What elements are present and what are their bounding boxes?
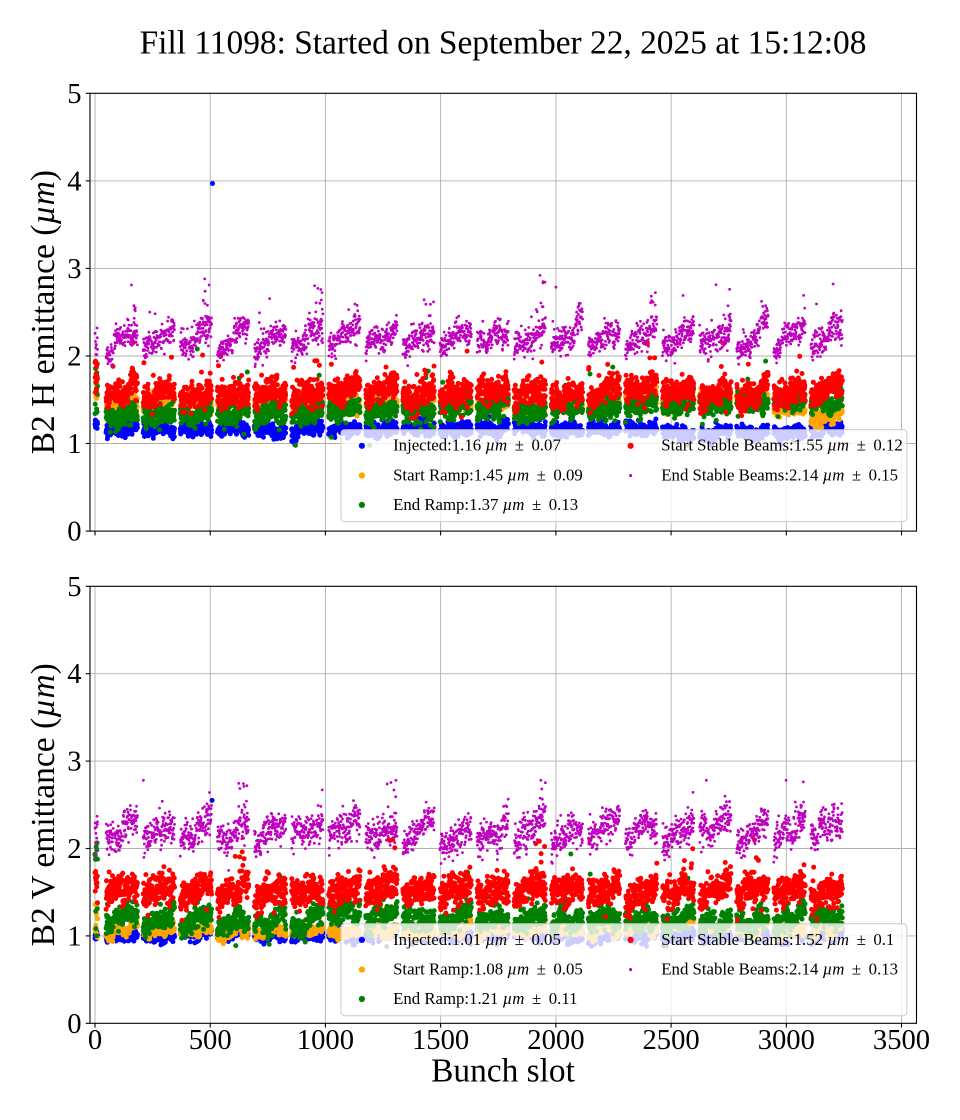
svg-text:B2 H emittance (µm): B2 H emittance (µm): [25, 170, 62, 454]
svg-text:4: 4: [67, 659, 81, 690]
svg-text:3: 3: [67, 747, 81, 778]
svg-text:Injected:1.01 µm ± 0.05: Injected:1.01 µm ± 0.05: [393, 930, 561, 949]
svg-text:1500: 1500: [412, 1025, 469, 1056]
svg-text:Start Stable Beams:1.52 µm ±: Start Stable Beams:1.52 µm ± 0.1: [661, 930, 894, 949]
svg-text:4: 4: [67, 166, 81, 197]
svg-text:3: 3: [67, 254, 81, 285]
svg-text:1: 1: [67, 921, 81, 952]
svg-text:Start Ramp:1.45 µm ± 0.09: Start Ramp:1.45 µm ± 0.09: [393, 465, 583, 484]
svg-text:End Ramp:1.37 µm ± 0.13: End Ramp:1.37 µm ± 0.13: [393, 495, 578, 514]
svg-text:3500: 3500: [873, 1025, 930, 1056]
svg-text:Bunch slot: Bunch slot: [431, 1052, 575, 1089]
svg-text:2000: 2000: [527, 1025, 584, 1056]
svg-text:Fill 11098: Started on Septemb: Fill 11098: Started on September 22, 202…: [140, 25, 867, 62]
svg-text:0: 0: [67, 517, 81, 548]
svg-text:500: 500: [189, 1025, 232, 1056]
svg-text:5: 5: [67, 572, 81, 603]
svg-text:B2 V emittance (µm): B2 V emittance (µm): [25, 663, 62, 946]
svg-text:1: 1: [67, 429, 81, 460]
svg-text:Injected:1.16 µm ± 0.07: Injected:1.16 µm ± 0.07: [393, 436, 561, 455]
svg-text:Start Ramp:1.08 µm ± 0.05: Start Ramp:1.08 µm ± 0.05: [393, 960, 583, 979]
svg-text:0: 0: [67, 1009, 81, 1040]
svg-text:5: 5: [67, 79, 81, 110]
svg-text:Start Stable Beams:1.55 µm ±: Start Stable Beams:1.55 µm ± 0.12: [661, 436, 902, 455]
svg-text:End Ramp:1.21 µm ± 0.11: End Ramp:1.21 µm ± 0.11: [393, 989, 577, 1008]
svg-text:2: 2: [67, 342, 81, 373]
svg-text:End Stable Beams:2.14 µm ± 0: End Stable Beams:2.14 µm ± 0.13: [661, 960, 898, 979]
svg-text:2500: 2500: [643, 1025, 700, 1056]
svg-text:1000: 1000: [297, 1025, 354, 1056]
svg-text:2: 2: [67, 834, 81, 865]
svg-text:3000: 3000: [758, 1025, 815, 1056]
svg-text:End Stable Beams:2.14 µm ± 0: End Stable Beams:2.14 µm ± 0.15: [661, 465, 898, 484]
svg-text:0: 0: [88, 1025, 102, 1056]
